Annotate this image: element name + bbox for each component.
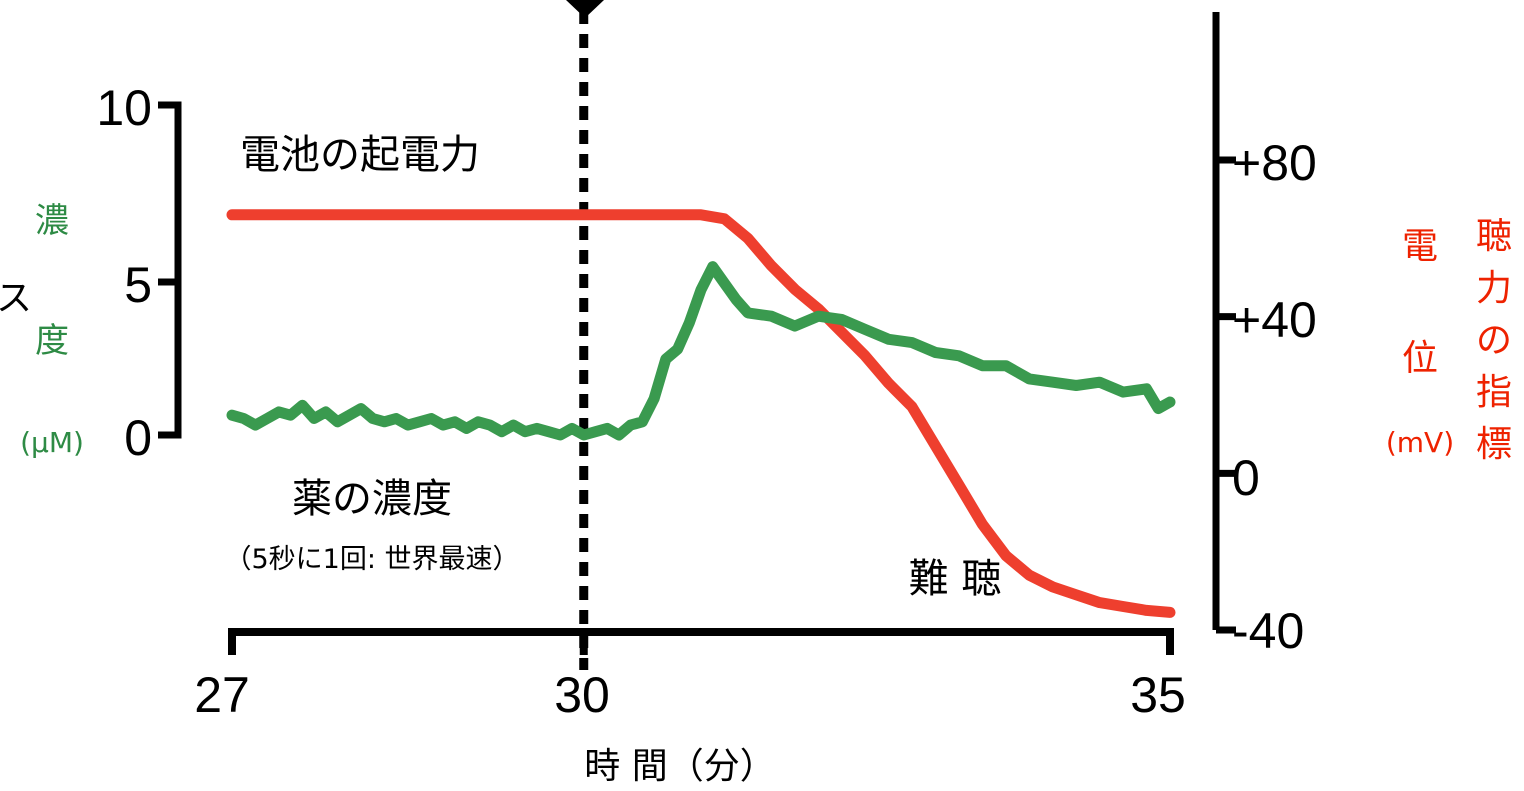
series-line-emf [226,209,1176,618]
drug-annotation: 薬の濃度 [292,476,452,522]
hearing-loss-annotation: 難 聴 [909,556,1002,602]
x-tick-label-35: 35 [1130,667,1186,723]
left-tick-label-0: 0 [124,410,152,466]
left-tick-label-10: 10 [96,80,152,136]
x-axis [228,628,1174,655]
right-tick-label-0: 0 [1232,450,1260,506]
series-line-drug [226,261,1176,441]
right-tick-label-minus40: -40 [1232,603,1304,659]
right-axis-label-hearing: 聴力の指標 [1476,216,1512,465]
left-axis-partial-label: ス [0,278,32,319]
x-tick-label-27: 27 [194,667,250,723]
tick-marks [579,156,1236,655]
left-tick-label-5: 5 [124,257,152,313]
right-tick-label-plus80: +80 [1232,135,1317,191]
left-axis-label: 濃度 [35,201,69,361]
x-tick-label-30: 30 [554,667,610,723]
x-axis-label: 時 間（分） [584,746,775,787]
right-tick-label-plus40: +40 [1232,292,1317,348]
right-axis-label-potential: 電位 [1402,226,1438,379]
left-y-axis [158,101,182,439]
drug-sub-annotation: （5秒に1回: 世界最速） [224,544,519,575]
emf-annotation: 電池の起電力 [240,132,480,178]
event-marker-arrow [566,0,604,18]
right-axis-unit: (mV) [1386,426,1454,459]
left-axis-unit: (μM) [20,426,84,459]
